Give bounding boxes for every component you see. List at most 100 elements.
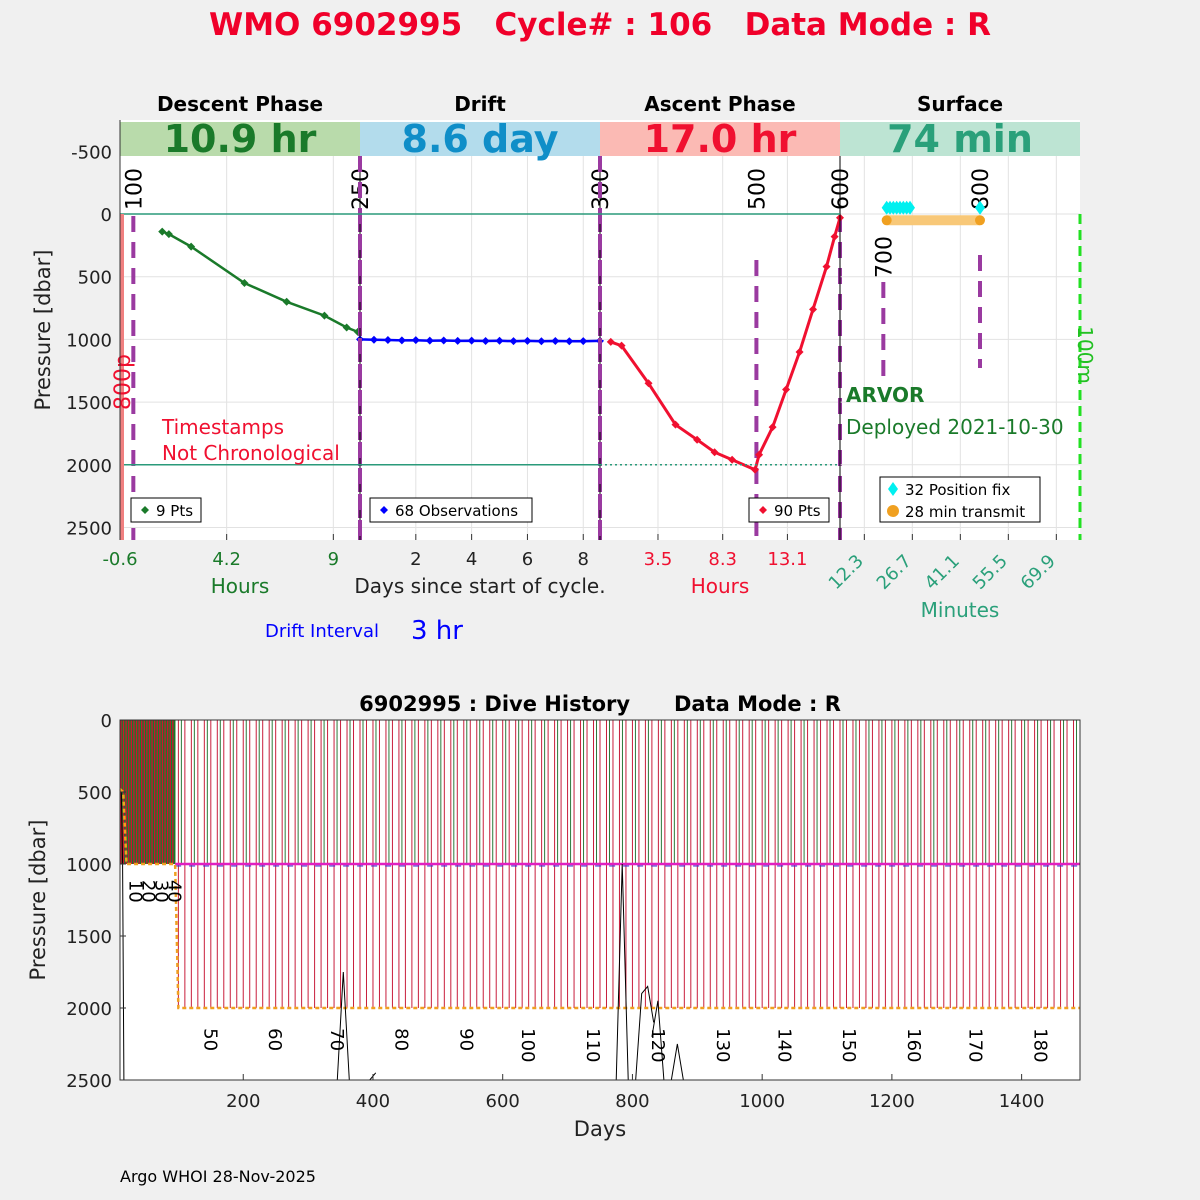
y-axis-label: Pressure [dbar] bbox=[31, 250, 55, 411]
phase-title-drift: Drift bbox=[454, 92, 506, 116]
series-point-ascent bbox=[830, 232, 839, 241]
cycle-label: 50 bbox=[199, 1028, 220, 1051]
legend-icon-ascent bbox=[759, 506, 767, 514]
legend-box-surface bbox=[879, 476, 1041, 523]
cycle-label: 30 bbox=[151, 880, 172, 903]
y-tick-label: 2500 bbox=[66, 518, 112, 539]
x-tick-label: 400 bbox=[356, 1091, 390, 1112]
y-tick-label: 500 bbox=[78, 783, 112, 804]
series-point-drift bbox=[481, 337, 490, 346]
bottom-trace bbox=[615, 863, 629, 1081]
legend-label-fix: 32 Position fix bbox=[905, 481, 1010, 499]
phase-band-drift bbox=[360, 122, 600, 156]
series-point-drift bbox=[495, 336, 504, 345]
series-point-ascent bbox=[755, 450, 764, 459]
x-tick-label: 4.2 bbox=[212, 549, 241, 570]
series-point-drift bbox=[411, 336, 420, 345]
position-fix-point bbox=[905, 200, 915, 215]
legend-label-drift: 68 Observations bbox=[395, 502, 518, 520]
series-point-drift bbox=[439, 336, 448, 345]
phase-title-descent: Descent Phase bbox=[157, 92, 323, 116]
series-point-descent bbox=[282, 297, 291, 306]
bottom-trace bbox=[336, 971, 350, 1081]
cycle-label: 100 bbox=[517, 1028, 538, 1062]
phase-duration-surface: 74 min bbox=[887, 117, 1033, 161]
legend-icon-fix bbox=[888, 482, 898, 496]
cycle-label: 80 bbox=[391, 1028, 412, 1051]
cycle-label: 20 bbox=[138, 880, 159, 903]
cycle-label: 10 bbox=[125, 880, 146, 903]
y-tick-label: 2500 bbox=[66, 1071, 112, 1092]
history-title: 6902995 : Dive History Data Mode : R bbox=[359, 692, 841, 716]
x-tick-label: 1200 bbox=[869, 1091, 915, 1112]
bottom-trace bbox=[651, 1000, 665, 1081]
cycle-label: 120 bbox=[647, 1028, 668, 1062]
x-tick-label: 3.5 bbox=[644, 549, 673, 570]
dive-history-chart: 6902995 : Dive History Data Mode : R1020… bbox=[26, 692, 1081, 1141]
series-point-descent bbox=[158, 227, 167, 236]
cycle-label: 180 bbox=[1030, 1028, 1051, 1062]
y-tick-label: 1000 bbox=[66, 855, 112, 876]
counter-label: 600 bbox=[829, 168, 854, 210]
cycle-label: 60 bbox=[264, 1028, 285, 1051]
counter-label: 100 bbox=[122, 168, 147, 210]
series-point-drift bbox=[551, 337, 560, 346]
phase-title-ascent: Ascent Phase bbox=[644, 92, 795, 116]
x-tick-label: 1000 bbox=[739, 1091, 785, 1112]
y-tick-label: 1500 bbox=[66, 393, 112, 414]
y-tick-label: 1500 bbox=[66, 927, 112, 948]
cycle-label: 160 bbox=[903, 1028, 924, 1062]
series-point-ascent bbox=[728, 455, 737, 464]
x-tick-label: 200 bbox=[226, 1091, 260, 1112]
x-axis-label-surface: Minutes bbox=[921, 598, 1000, 622]
series-point-drift bbox=[509, 337, 518, 346]
x-tick-label: 41.1 bbox=[921, 551, 964, 594]
series-point-ascent bbox=[768, 423, 777, 432]
transmit-point bbox=[881, 215, 892, 226]
y-tick-label: 0 bbox=[101, 711, 112, 732]
series-point-drift bbox=[425, 336, 434, 345]
y-tick-label: 2000 bbox=[66, 456, 112, 477]
legend-label-transmit: 28 min transmit bbox=[905, 503, 1025, 521]
cycle-label: 130 bbox=[712, 1028, 733, 1062]
series-point-drift bbox=[523, 336, 532, 345]
x-tick-label: 13.1 bbox=[767, 549, 807, 570]
series-point-ascent bbox=[617, 341, 626, 350]
footer-credit: Argo WHOI 28-Nov-2025 bbox=[120, 1167, 316, 1186]
legend-label-ascent: 90 Pts bbox=[774, 502, 821, 520]
phase-title-surface: Surface bbox=[917, 92, 1003, 116]
cycle-label: 140 bbox=[773, 1028, 794, 1062]
transmit-point bbox=[975, 215, 985, 226]
series-point-ascent bbox=[671, 420, 680, 429]
float-type: ARVOR bbox=[846, 383, 924, 407]
y-tick-label: 500 bbox=[78, 268, 112, 289]
cycle-label: 40 bbox=[164, 880, 185, 903]
note-line-2: Not Chronological bbox=[162, 441, 340, 465]
cycle-label: 150 bbox=[838, 1028, 859, 1062]
x-tick-label: 4 bbox=[466, 549, 477, 570]
series-point-ascent bbox=[644, 379, 653, 388]
x-tick-label: 55.5 bbox=[969, 551, 1012, 594]
legend-icon-descent bbox=[141, 506, 149, 514]
y-tick-label: 1000 bbox=[66, 330, 112, 351]
series-point-drift bbox=[397, 336, 406, 345]
x-axis-label-descent: Hours bbox=[211, 574, 270, 598]
phase-duration-descent: 10.9 hr bbox=[164, 117, 317, 161]
series-point-drift bbox=[565, 337, 574, 346]
counter-label: 500 bbox=[745, 168, 770, 210]
x-tick-label: 9 bbox=[328, 549, 339, 570]
series-point-descent bbox=[342, 323, 351, 332]
y-tick-label: 0 bbox=[101, 205, 112, 226]
depth-flag-label: 800p bbox=[111, 354, 136, 410]
series-point-drift bbox=[369, 335, 378, 344]
phase-band-surface bbox=[840, 122, 1080, 156]
x-tick-label: -0.6 bbox=[102, 549, 137, 570]
cycle-label: 90 bbox=[456, 1028, 477, 1051]
legend-icon-transmit bbox=[887, 505, 899, 517]
x-tick-label: 6 bbox=[522, 549, 533, 570]
series-point-descent bbox=[240, 278, 249, 287]
bottom-trace bbox=[635, 985, 655, 1081]
series-point-ascent bbox=[809, 305, 818, 314]
series-line-descent bbox=[161, 230, 359, 334]
